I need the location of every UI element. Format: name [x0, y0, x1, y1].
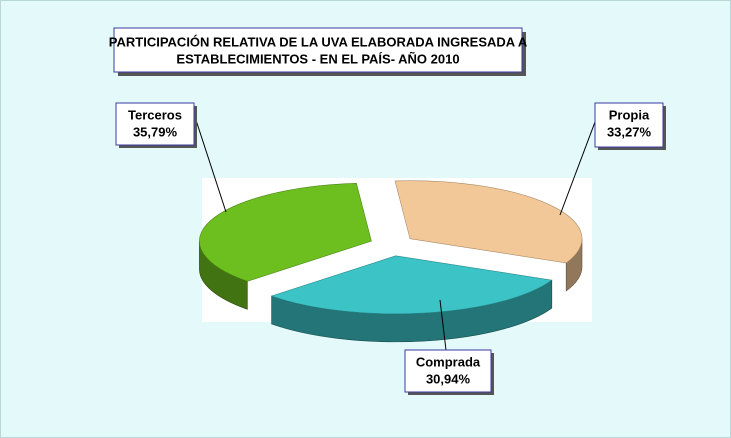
chart-title: PARTICIPACIÓN RELATIVA DE LA UVA ELABORA…	[109, 34, 528, 49]
value-label: 35,79%	[133, 124, 178, 139]
chart-title: ESTABLECIMIENTOS - EN EL PAÍS- AÑO 2010	[176, 51, 459, 66]
leader-line	[193, 113, 227, 213]
category-label: Comprada	[416, 354, 481, 369]
label-box	[594, 102, 664, 148]
slice	[394, 180, 583, 264]
label-box	[404, 349, 492, 393]
leader-line	[439, 299, 447, 351]
slice	[199, 183, 372, 282]
label-box	[115, 102, 195, 146]
value-label: 30,94%	[426, 371, 471, 386]
leader-line	[559, 121, 596, 216]
slice	[270, 255, 553, 315]
title-box	[113, 27, 523, 73]
category-label: Propia	[609, 107, 650, 122]
value-label: 33,27%	[607, 124, 652, 139]
category-label: Terceros	[128, 107, 182, 122]
